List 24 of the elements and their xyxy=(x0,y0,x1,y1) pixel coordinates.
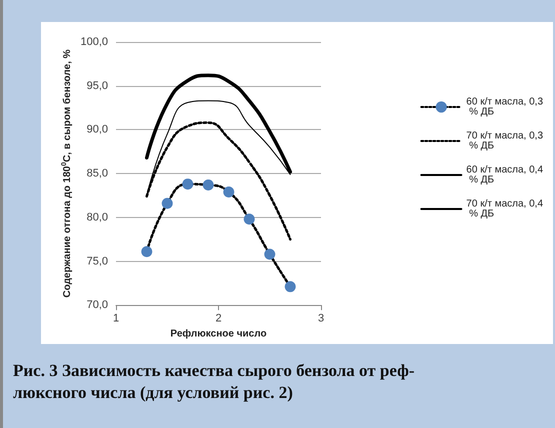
legend-label: 60 к/т масла, 0,3 % ДБ xyxy=(466,96,544,118)
legend-label: 70 к/т масла, 0,3 % ДБ xyxy=(466,130,544,152)
y-tick-label: 80,0 xyxy=(86,211,108,224)
point xyxy=(202,179,214,190)
point xyxy=(182,178,194,190)
y-tick-label: 100,0 xyxy=(80,36,108,48)
y-tick-label: 85,0 xyxy=(86,168,108,180)
point xyxy=(284,281,296,292)
point xyxy=(141,246,152,258)
x-tick-label: 2 xyxy=(215,312,222,325)
point xyxy=(162,198,173,209)
x-axis-title: Рефлюксное число xyxy=(170,328,267,340)
point xyxy=(264,248,276,260)
x-tick-label: 1 xyxy=(112,312,120,325)
legend-label: 70 к/т масла, 0,4 % ДБ xyxy=(466,198,544,220)
y-tick-label: 90,0 xyxy=(86,124,108,136)
legend-label: 60 к/т масла, 0,4 % ДБ xyxy=(466,164,544,186)
point xyxy=(223,186,234,198)
point xyxy=(244,214,255,225)
x-tick-label: 3 xyxy=(318,312,324,325)
y-tick-label: 75,0 xyxy=(86,255,108,268)
y-tick-label: 95,0 xyxy=(86,80,108,92)
y-tick-label: 70,0 xyxy=(86,299,108,312)
text: Рис. 3 Зависимость качества сырого бензола от реф- люксного числа (для условий рис. 2) xyxy=(13,360,416,404)
